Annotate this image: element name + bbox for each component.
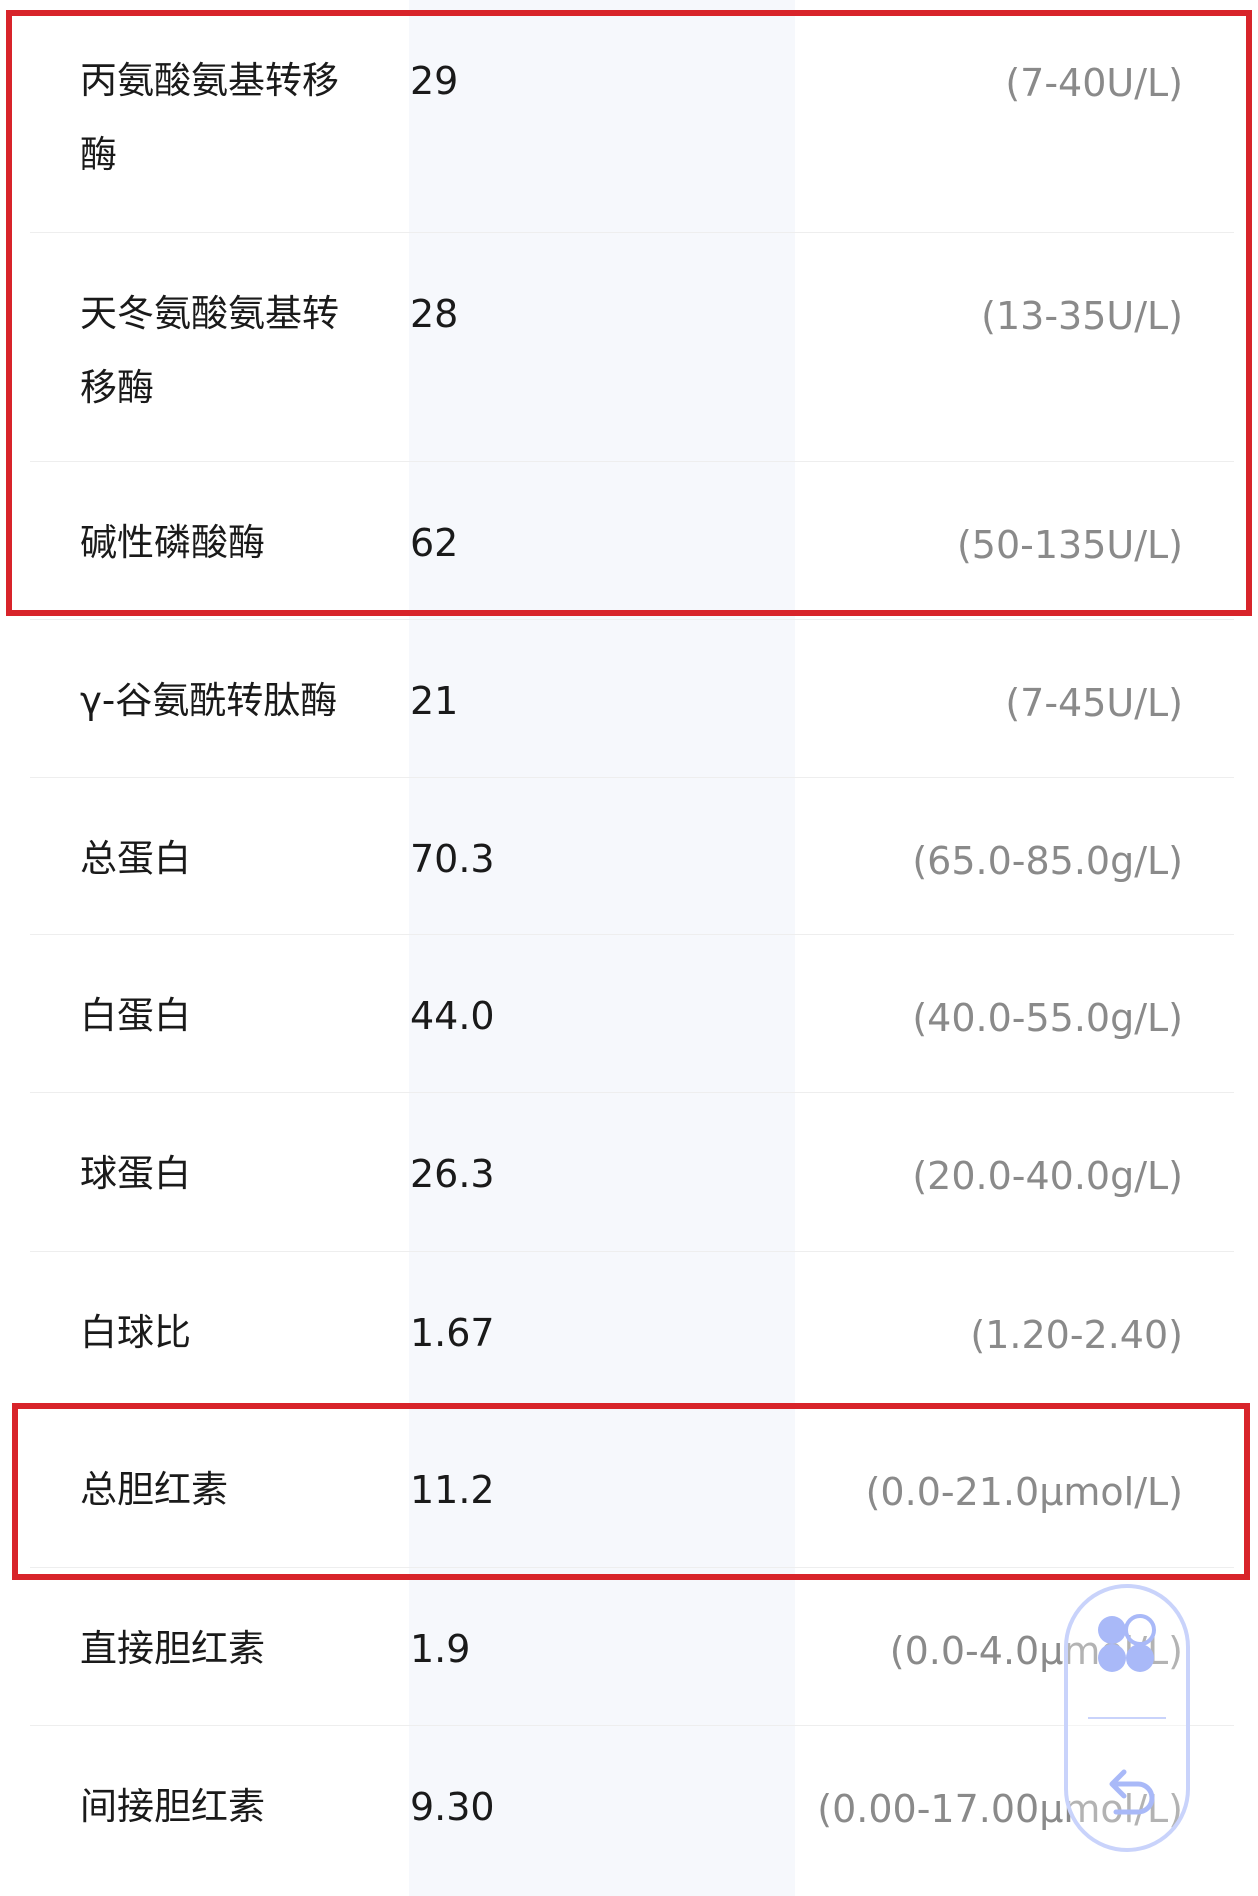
floating-widget[interactable] <box>1064 1584 1190 1852</box>
row-divider <box>30 619 1234 620</box>
item-name: 总蛋白 <box>80 837 191 880</box>
row-divider <box>30 232 1234 233</box>
item-name: 丙氨酸氨基转移酶 <box>80 59 339 176</box>
item-name: 总胆红素 <box>80 1468 228 1511</box>
row-divider <box>30 1092 1234 1093</box>
reference-range: (40.0-55.0g/L) <box>912 996 1183 1040</box>
reference-range: (13-35U/L) <box>981 294 1183 338</box>
item-value: 11.2 <box>410 1468 495 1512</box>
item-value: 26.3 <box>410 1152 495 1196</box>
table-row: 白球比 1.67 (1.20-2.40) <box>0 1252 1258 1409</box>
item-value: 70.3 <box>410 837 495 881</box>
item-value: 44.0 <box>410 994 495 1038</box>
reference-range: (1.20-2.40) <box>970 1313 1183 1357</box>
item-name: 间接胆红素 <box>80 1785 265 1828</box>
reference-range: (20.0-40.0g/L) <box>912 1154 1183 1198</box>
table-row: 球蛋白 26.3 (20.0-40.0g/L) <box>0 1093 1258 1252</box>
table-row: 白蛋白 44.0 (40.0-55.0g/L) <box>0 935 1258 1093</box>
row-divider <box>30 1567 1234 1568</box>
widget-icons <box>1088 1614 1166 1815</box>
row-divider <box>30 1251 1234 1252</box>
reference-range: (50-135U/L) <box>956 523 1183 567</box>
item-value: 21 <box>410 679 459 723</box>
table-row: 丙氨酸氨基转移酶 29 (7-40U/L) <box>0 0 1258 233</box>
reference-range: (0.0-21.0μmol/L) <box>865 1470 1183 1514</box>
item-name: 球蛋白 <box>80 1152 191 1195</box>
item-value: 1.67 <box>410 1311 495 1355</box>
item-name: 碱性磷酸酶 <box>80 521 265 564</box>
item-name: 直接胆红素 <box>80 1627 265 1670</box>
highlight-box <box>12 1403 1250 1580</box>
row-divider <box>30 1725 1234 1726</box>
reference-range: (65.0-85.0g/L) <box>912 839 1183 883</box>
row-divider <box>30 934 1234 935</box>
table-row: 天冬氨酸氨基转移酶 28 (13-35U/L) <box>0 233 1258 462</box>
item-value: 62 <box>410 521 459 565</box>
highlight-box <box>6 10 1252 616</box>
item-name: 白蛋白 <box>80 994 191 1037</box>
item-name: γ-谷氨酰转肽酶 <box>80 679 338 722</box>
item-name: 白球比 <box>80 1311 191 1354</box>
table-row: 碱性磷酸酶 62 (50-135U/L) <box>0 462 1258 620</box>
table-row: 总蛋白 70.3 (65.0-85.0g/L) <box>0 778 1258 935</box>
value-column <box>409 0 795 1896</box>
item-value: 28 <box>410 292 459 336</box>
reference-range: (7-45U/L) <box>1005 681 1183 725</box>
item-name: 天冬氨酸氨基转移酶 <box>80 292 339 409</box>
reference-range: (7-40U/L) <box>1005 61 1183 105</box>
item-value: 9.30 <box>410 1785 495 1829</box>
item-value: 1.9 <box>410 1627 471 1671</box>
row-divider <box>30 777 1234 778</box>
item-value: 29 <box>410 59 459 103</box>
table-row: γ-谷氨酰转肽酶 21 (7-45U/L) <box>0 620 1258 778</box>
row-divider <box>30 461 1234 462</box>
table-row: 总胆红素 11.2 (0.0-21.0μmol/L) <box>0 1409 1258 1568</box>
